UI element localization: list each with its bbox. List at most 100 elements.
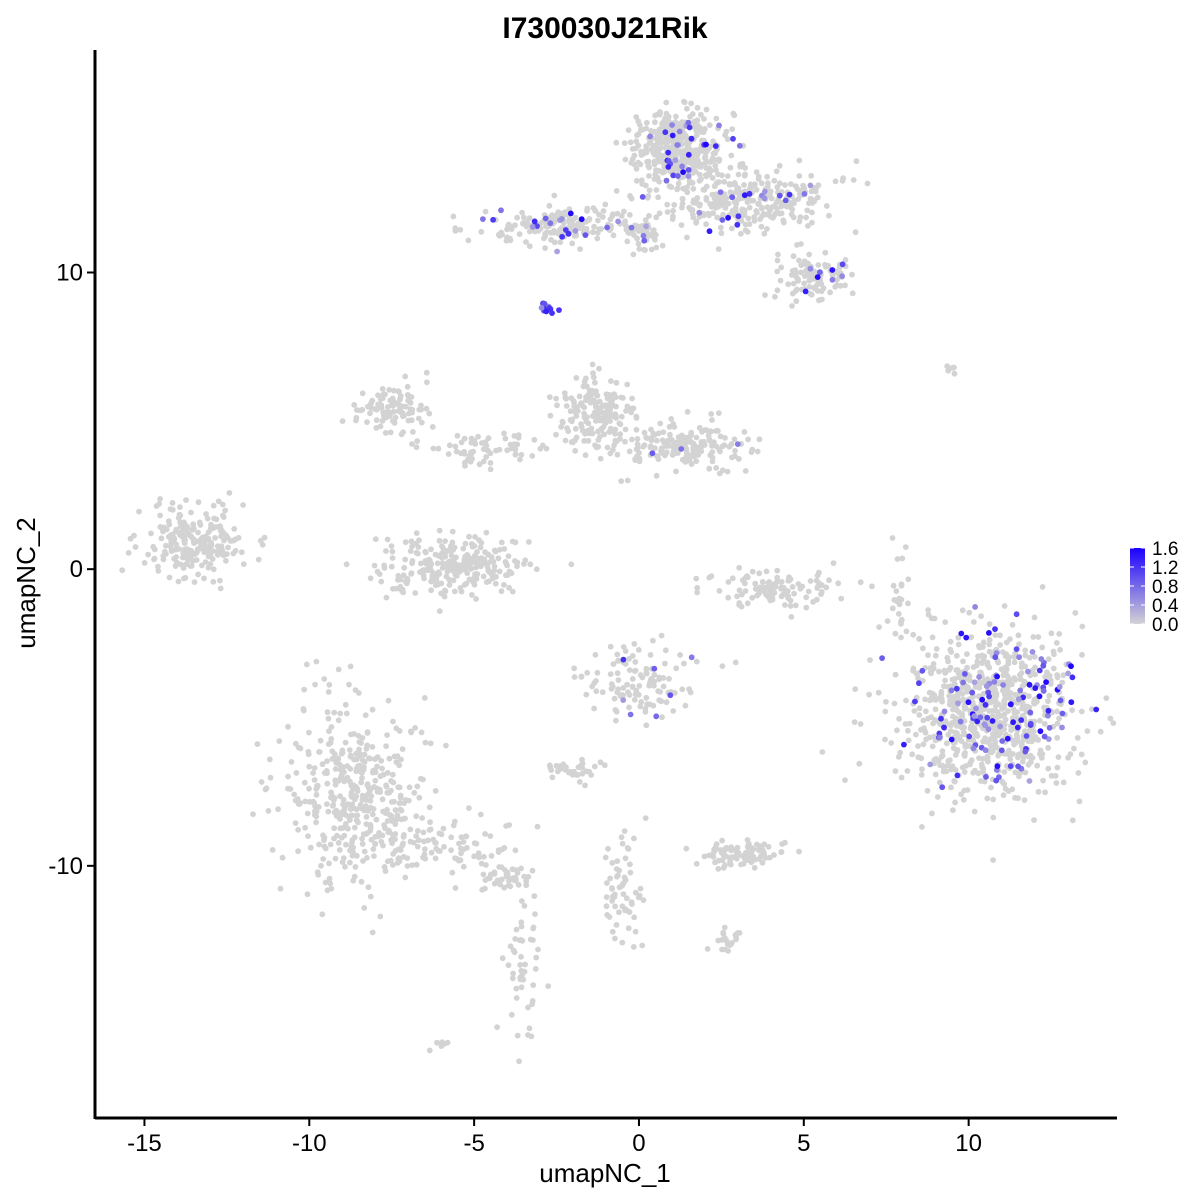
- cell-point: [335, 717, 342, 724]
- x-tick-label: -10: [292, 1130, 327, 1157]
- cell-point: [1054, 734, 1061, 741]
- cell-point: [439, 1039, 445, 1046]
- cell-point: [708, 573, 715, 580]
- cell-point: [939, 748, 946, 755]
- cell-point: [432, 855, 439, 862]
- cell-point: [932, 706, 939, 713]
- cell-point: [593, 688, 600, 695]
- cell-point: [727, 189, 734, 196]
- cell-point: [159, 526, 166, 532]
- cell-point: [583, 375, 589, 382]
- expressing-cell-point: [547, 220, 554, 227]
- cell-point: [744, 197, 751, 203]
- cell-point: [1007, 756, 1014, 762]
- cell-point: [713, 167, 719, 173]
- cell-point: [666, 183, 673, 190]
- cell-point: [633, 114, 640, 120]
- cell-point: [1002, 653, 1009, 659]
- expressing-cell-point: [746, 190, 753, 197]
- cell-point: [535, 946, 541, 953]
- cell-point: [630, 251, 637, 258]
- cell-point: [542, 245, 548, 252]
- cell-point: [757, 216, 763, 223]
- cell-point: [732, 659, 739, 666]
- cell-point: [487, 466, 494, 473]
- cell-point: [679, 195, 686, 202]
- cell-point: [209, 556, 216, 562]
- cell-point: [168, 546, 175, 553]
- expressing-cell-point: [674, 173, 681, 179]
- cell-point: [642, 709, 649, 715]
- cell-point: [416, 794, 423, 801]
- cell-point: [578, 674, 585, 680]
- cell-point: [1048, 630, 1055, 637]
- cell-point: [1050, 665, 1057, 672]
- cell-point: [698, 161, 705, 168]
- cell-point: [1014, 709, 1021, 715]
- expressing-cell-point: [762, 188, 768, 195]
- cell-point: [715, 410, 722, 416]
- cell-point: [397, 847, 404, 853]
- cell-point: [509, 866, 516, 873]
- cell-point: [451, 588, 458, 595]
- cell-point: [670, 439, 677, 445]
- cell-point: [254, 741, 261, 747]
- cell-point: [409, 558, 416, 564]
- cell-point: [421, 851, 428, 858]
- cell-point: [471, 575, 478, 581]
- cell-point: [613, 379, 620, 386]
- cell-point: [572, 447, 579, 454]
- expressing-cell-point: [670, 172, 677, 179]
- expressing-cell-point: [688, 135, 695, 142]
- cell-point: [717, 433, 724, 440]
- cell-point: [916, 635, 922, 642]
- cell-point: [719, 837, 725, 844]
- cell-point: [612, 935, 618, 942]
- cell-point: [618, 478, 625, 484]
- cell-point: [402, 556, 409, 563]
- cell-point: [936, 779, 943, 786]
- cell-point: [594, 235, 601, 242]
- expressing-cell-point: [712, 143, 719, 150]
- cell-point: [367, 797, 374, 804]
- cell-point: [672, 148, 679, 155]
- expressing-cell-point: [1036, 693, 1043, 700]
- cell-point: [928, 615, 935, 622]
- cell-point: [422, 548, 429, 555]
- cell-point: [607, 450, 614, 457]
- cell-point: [595, 443, 602, 450]
- x-tick-label: -5: [463, 1130, 484, 1157]
- cell-point: [507, 883, 514, 890]
- cell-point: [212, 535, 219, 541]
- cell-point: [372, 756, 378, 763]
- cell-point: [426, 410, 433, 417]
- cell-point: [459, 561, 466, 568]
- expressing-cell-point: [1014, 724, 1021, 731]
- cell-point: [364, 729, 371, 735]
- cell-point: [472, 534, 478, 540]
- expressing-cell-point: [1025, 668, 1031, 675]
- expressing-cell-point: [954, 772, 961, 779]
- cell-point: [163, 551, 169, 557]
- expressing-cell-point: [565, 230, 572, 237]
- cell-point: [201, 575, 207, 582]
- cell-point: [439, 560, 446, 567]
- cell-point: [359, 390, 366, 397]
- cell-point: [635, 142, 641, 149]
- cell-point: [641, 429, 648, 436]
- cell-point: [367, 410, 373, 417]
- cell-point: [511, 949, 518, 956]
- cell-point: [354, 788, 361, 794]
- colorbar-label: 0.8: [1152, 577, 1178, 598]
- cell-point: [219, 501, 226, 508]
- cell-point: [976, 684, 983, 691]
- cell-point: [782, 839, 788, 846]
- expressing-cell-point: [807, 182, 814, 189]
- cell-point: [905, 576, 912, 583]
- cell-point: [767, 188, 774, 195]
- cell-point: [961, 703, 968, 709]
- expressing-cell-point: [973, 705, 979, 712]
- cell-point: [1027, 752, 1034, 759]
- cell-point: [1022, 728, 1028, 735]
- cell-point: [728, 854, 735, 861]
